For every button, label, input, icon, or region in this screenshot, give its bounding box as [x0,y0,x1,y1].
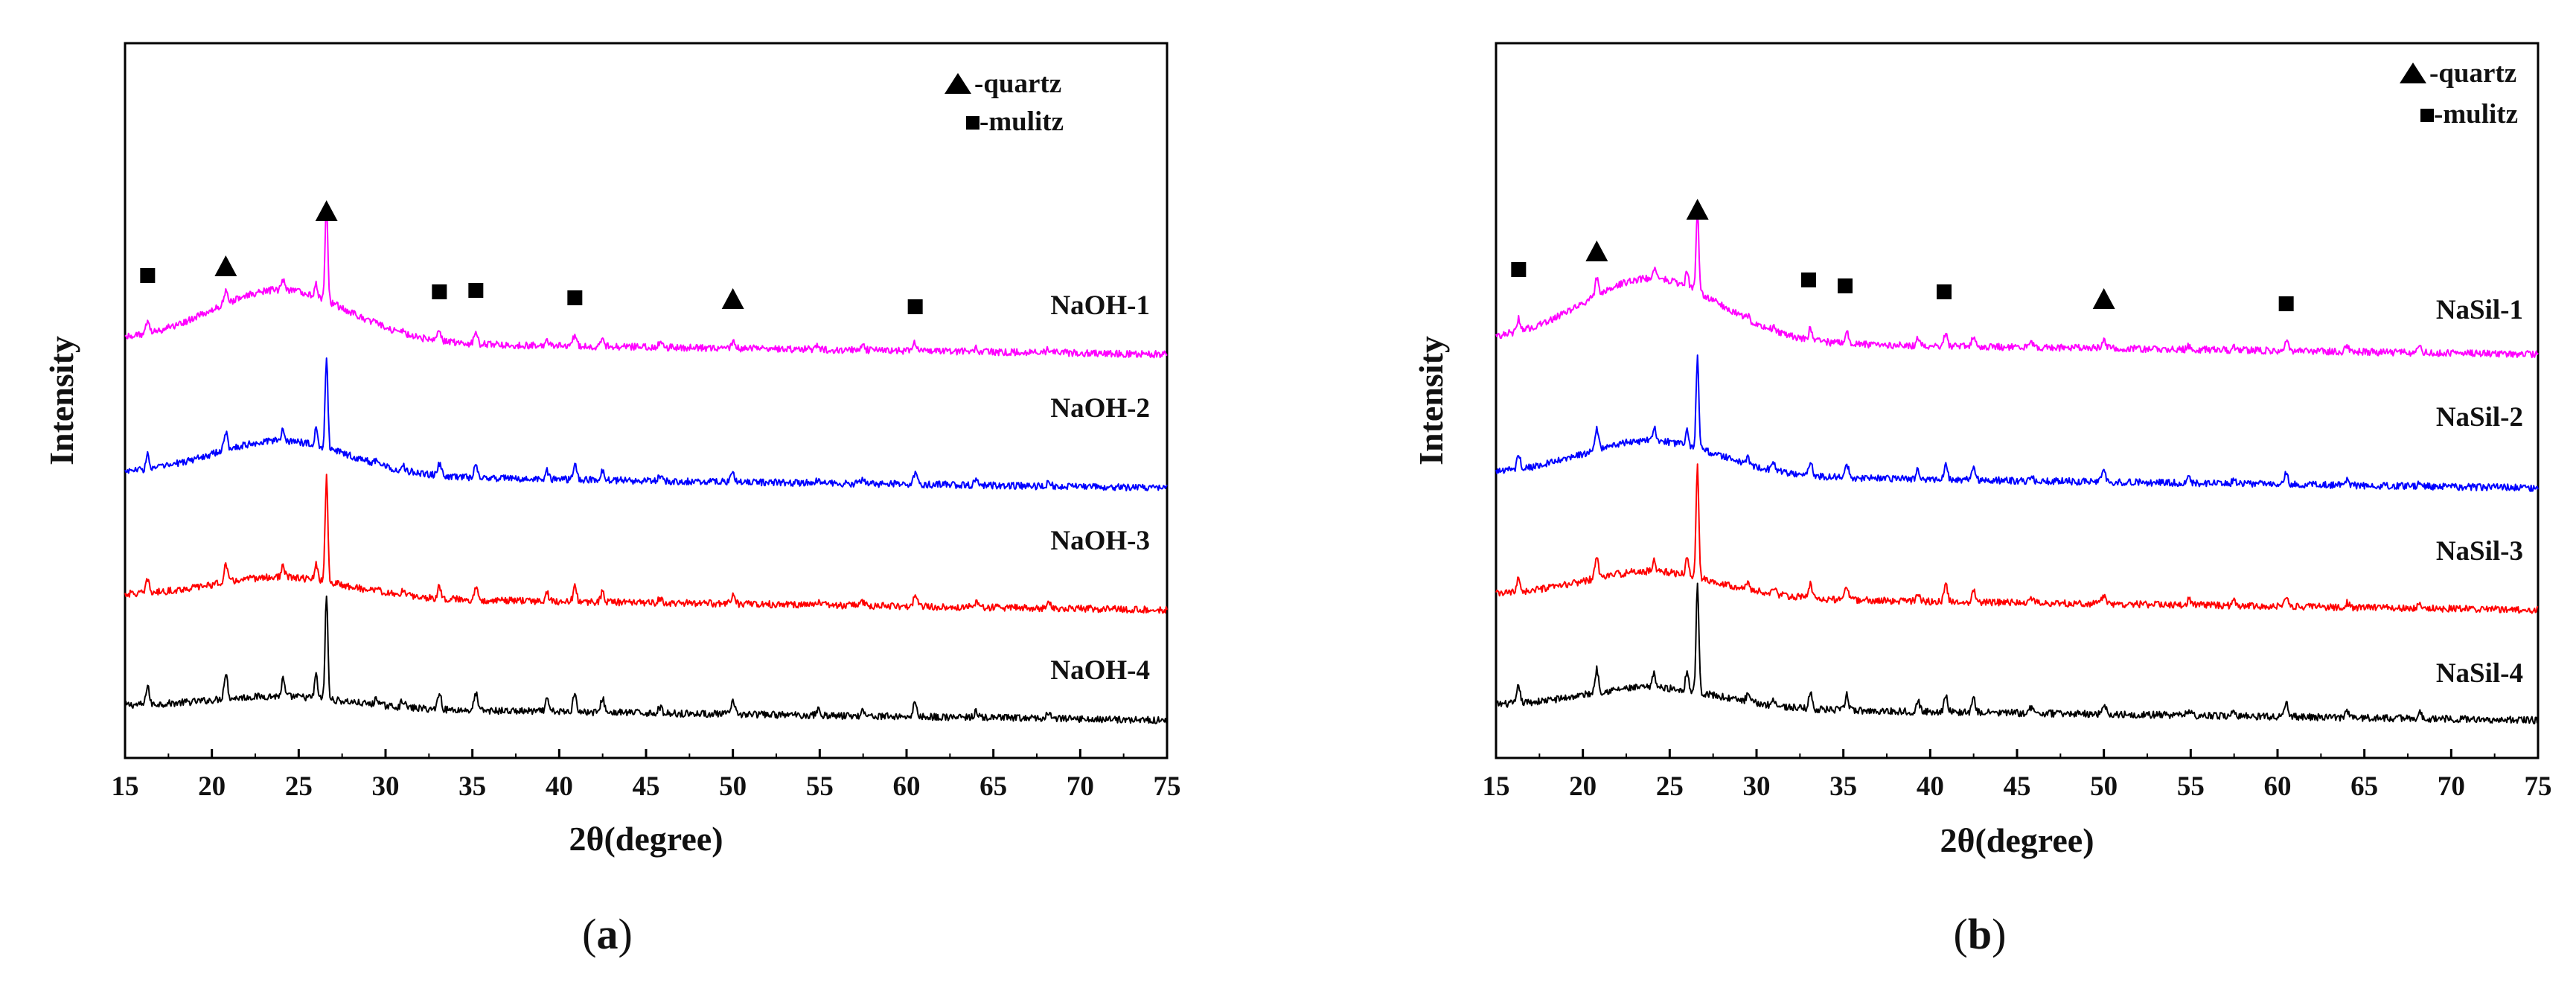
xrd-curve-nasil-4 [1495,208,2539,359]
mulitz-square-marker [907,299,923,314]
x-tick-label: 20 [198,771,226,802]
series-label: NaSil-2 [2436,402,2523,433]
x-tick-label: 25 [1656,771,1684,802]
quartz-triangle-marker [721,288,744,309]
x-tick-label: 20 [1569,771,1597,802]
xrd-curve-nasil-3 [1495,354,2539,492]
mulitz-square-marker [1838,278,1853,293]
x-tick-label: 30 [1743,771,1771,802]
legend-quartz-triangle-icon [945,73,971,94]
x-tick-label: 55 [2177,771,2205,802]
xrd-curve-naoh-3 [124,357,1168,491]
x-tick-label: 35 [1829,771,1857,802]
xrd-curve-naoh-4 [124,203,1168,359]
diffraction-curves [1495,208,2539,724]
x-axis-title: 2θ(degree) [1940,821,2094,859]
x-tick-label: 70 [1067,771,1094,802]
mulitz-square-marker [567,290,583,305]
chart-panel-a: 15 20 25 30 35 40 45 50 55 60 65 70 75 -quartz -muli… [42,42,1181,958]
legend-quartz-triangle-icon [2400,63,2426,83]
x-tick-label: 50 [2090,771,2118,802]
plot-frame [1495,42,2540,759]
x-tick-label: 65 [979,771,1007,802]
series-label: NaSil-1 [2436,295,2523,325]
legend-quartz-label: -quartz [2429,58,2516,89]
mulitz-square-marker [1511,262,1527,277]
diffraction-curves [124,203,1168,724]
y-axis-title: Intensity [1412,336,1450,465]
x-tick-label: 70 [2438,771,2465,802]
mulitz-square-marker [432,284,447,299]
series-label: NaOH-1 [1050,290,1150,321]
x-axis-ticks: 15 20 25 30 35 40 45 50 55 60 65 70 75 [112,749,1181,802]
chart-panel-b: 15 20 25 30 35 40 45 50 55 60 65 70 75 -quartz -muli… [1412,42,2552,958]
x-tick-label: 40 [1917,771,1944,802]
xrd-curve-nasil-2 [1495,463,2539,614]
series-label: NaSil-3 [2436,536,2523,567]
x-tick-label: 50 [719,771,747,802]
x-tick-label: 30 [372,771,400,802]
phase-markers [1511,199,2294,311]
xrd-curve-naoh-1 [124,595,1168,724]
quartz-triangle-marker [214,255,237,276]
x-tick-label: 40 [546,771,573,802]
quartz-triangle-marker [1585,240,1608,261]
quartz-triangle-marker [315,200,338,221]
x-tick-label: 60 [2264,771,2292,802]
mulitz-square-marker [468,283,484,298]
x-tick-label: 25 [285,771,313,802]
series-label: NaOH-3 [1050,526,1150,556]
x-tick-label: 45 [2004,771,2031,802]
panel-label-b: (b) [1954,910,2007,958]
legend-mulitz-square-icon [966,116,979,130]
phase-markers [140,200,923,314]
xrd-curve-nasil-1 [1495,582,2539,724]
mulitz-square-marker [1937,284,1952,299]
legend: -quartz -mulitz [945,68,1064,137]
x-tick-label: 75 [2525,771,2552,802]
mulitz-square-marker [2278,296,2294,311]
x-tick-label: 15 [1483,771,1510,802]
x-tick-label: 75 [1154,771,1181,802]
legend-mulitz-label: -mulitz [2434,99,2518,130]
mulitz-square-marker [140,268,156,283]
xrd-curve-naoh-2 [124,474,1168,614]
x-tick-label: 65 [2350,771,2378,802]
x-tick-label: 35 [458,771,486,802]
x-tick-label: 60 [893,771,921,802]
legend: -quartz -mulitz [2400,58,2518,130]
quartz-triangle-marker [2092,288,2115,309]
legend-mulitz-label: -mulitz [979,106,1064,137]
x-tick-label: 45 [633,771,660,802]
plot-frame [124,42,1169,759]
x-axis-ticks: 15 20 25 30 35 40 45 50 55 60 65 70 75 [1483,749,2552,802]
x-axis-title: 2θ(degree) [569,820,723,858]
series-label: NaOH-2 [1050,393,1150,424]
legend-quartz-label: -quartz [974,68,1061,99]
quartz-triangle-marker [1686,199,1709,220]
legend-mulitz-square-icon [2420,109,2434,122]
series-label: NaOH-4 [1050,655,1150,686]
x-tick-label: 55 [806,771,834,802]
y-axis-title: Intensity [42,336,80,465]
series-label: NaSil-4 [2436,658,2523,689]
x-tick-label: 15 [112,771,139,802]
mulitz-square-marker [1801,273,1816,287]
panel-label-a: (a) [582,910,633,958]
